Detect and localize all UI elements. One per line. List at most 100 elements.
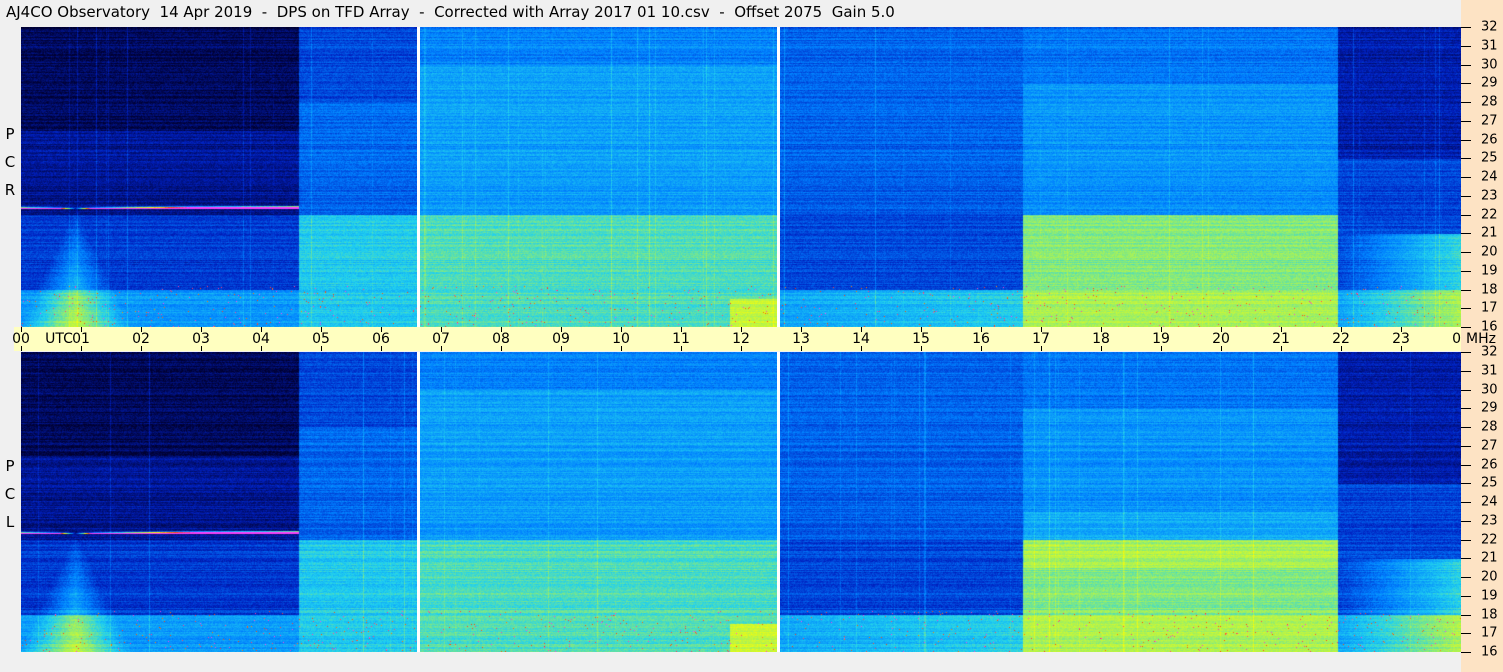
data-gap-line: [416, 352, 420, 652]
time-tick-label: 09: [552, 331, 570, 347]
freq-tick-label: 30: [1481, 382, 1498, 397]
freq-tick: [1461, 233, 1471, 235]
time-tick: [1221, 327, 1222, 351]
freq-tick-label: 27: [1481, 113, 1498, 129]
lcp-spectrogram: [21, 352, 1461, 652]
time-tick: [561, 327, 562, 351]
freq-tick-label: 32: [1481, 344, 1498, 360]
freq-tick: [1461, 214, 1471, 216]
data-gap-line: [776, 27, 780, 327]
data-gap-line: [416, 27, 420, 327]
freq-tick: [1461, 614, 1471, 616]
time-tick-label: 15: [912, 331, 930, 347]
time-tick: [1101, 327, 1102, 351]
freq-tick: [1461, 483, 1471, 485]
time-tick-label: 04: [252, 331, 270, 347]
chart-title: AJ4CO Observatory 14 Apr 2019 - DPS on T…: [6, 3, 895, 21]
freq-tick: [1461, 308, 1471, 310]
time-tick: [501, 327, 502, 351]
rcp-label: P C R: [2, 120, 18, 204]
freq-tick: [1461, 502, 1471, 503]
time-tick-label: 11: [672, 331, 690, 347]
time-tick-label: 02: [132, 331, 150, 347]
mhz-label: MHz: [1466, 331, 1496, 347]
freq-tick: [1461, 139, 1471, 141]
time-tick: [21, 327, 22, 351]
label-char: P: [5, 457, 15, 475]
time-tick: [741, 327, 742, 351]
time-tick-label: 05: [312, 331, 330, 347]
time-tick-label: 17: [1032, 331, 1050, 347]
time-tick: [201, 327, 202, 351]
freq-tick-label: 16: [1481, 319, 1498, 335]
time-tick-label: 08: [492, 331, 510, 347]
label-char: C: [4, 485, 16, 503]
freq-tick: [1461, 252, 1471, 253]
freq-tick-label: 29: [1481, 400, 1498, 416]
freq-tick-label: 28: [1481, 419, 1498, 435]
freq-tick: [1461, 389, 1471, 391]
freq-tick: [1461, 408, 1471, 410]
freq-tick: [1461, 83, 1471, 85]
time-tick: [141, 327, 142, 351]
freq-tick: [1461, 327, 1471, 328]
freq-tick: [1461, 270, 1471, 272]
time-tick: [921, 327, 922, 351]
time-tick: [621, 327, 622, 351]
freq-tick: [1461, 370, 1471, 372]
freq-tick-label: 26: [1481, 132, 1498, 147]
freq-tick: [1461, 558, 1471, 560]
freq-tick-label: 16: [1481, 644, 1498, 660]
freq-tick-label: 19: [1481, 263, 1498, 279]
time-tick: [1281, 327, 1282, 351]
time-tick-label: 22: [1332, 331, 1350, 347]
time-tick-label: 18: [1092, 331, 1110, 347]
time-tick: [981, 327, 982, 351]
freq-tick: [1461, 289, 1471, 291]
freq-tick-label: 31: [1481, 38, 1498, 54]
data-gap-line: [776, 352, 780, 652]
time-tick-label: 00: [12, 331, 30, 347]
freq-tick: [1461, 177, 1471, 178]
frequency-axis: 16 17 18 19 20 21 22 23 24 25 26 27 28 29 30 31 32 16 17 18…: [1461, 0, 1503, 672]
freq-tick-label: 25: [1481, 150, 1498, 166]
freq-tick: [1461, 158, 1471, 160]
time-tick: [1161, 327, 1162, 351]
time-tick: [1401, 327, 1402, 351]
time-tick-label: 01: [72, 331, 90, 347]
freq-tick-label: 21: [1481, 225, 1498, 241]
label-char: L: [5, 513, 15, 531]
utc-label: UTC: [45, 331, 73, 347]
freq-tick-label: 29: [1481, 75, 1498, 91]
freq-tick: [1461, 64, 1471, 66]
freq-tick-label: 18: [1481, 282, 1498, 297]
time-tick-label: 19: [1152, 331, 1170, 347]
freq-tick: [1461, 445, 1471, 447]
rcp-spectrogram: [21, 27, 1461, 327]
freq-tick-label: 31: [1481, 363, 1498, 379]
time-tick: [1341, 327, 1342, 351]
time-tick: [321, 327, 322, 351]
freq-tick: [1461, 539, 1471, 541]
time-tick: [861, 327, 862, 351]
freq-tick-label: 28: [1481, 94, 1498, 110]
time-tick-label: 07: [432, 331, 450, 347]
freq-tick-label: 24: [1481, 169, 1498, 185]
time-tick-label: 03: [192, 331, 210, 347]
freq-tick-label: 26: [1481, 457, 1498, 472]
freq-tick: [1461, 102, 1471, 103]
freq-tick-label: 23: [1481, 513, 1498, 529]
freq-tick-label: 22: [1481, 532, 1498, 547]
freq-tick-label: 19: [1481, 588, 1498, 604]
time-tick-label: 23: [1392, 331, 1410, 347]
label-char: R: [4, 181, 16, 199]
time-tick: [681, 327, 682, 351]
label-char: P: [5, 125, 15, 143]
time-tick: [381, 327, 382, 351]
time-tick: [1041, 327, 1042, 351]
freq-tick-label: 17: [1481, 625, 1498, 641]
freq-tick-label: 18: [1481, 607, 1498, 622]
freq-tick-label: 23: [1481, 188, 1498, 204]
freq-tick-label: 24: [1481, 494, 1498, 510]
freq-tick-label: 20: [1481, 244, 1498, 260]
